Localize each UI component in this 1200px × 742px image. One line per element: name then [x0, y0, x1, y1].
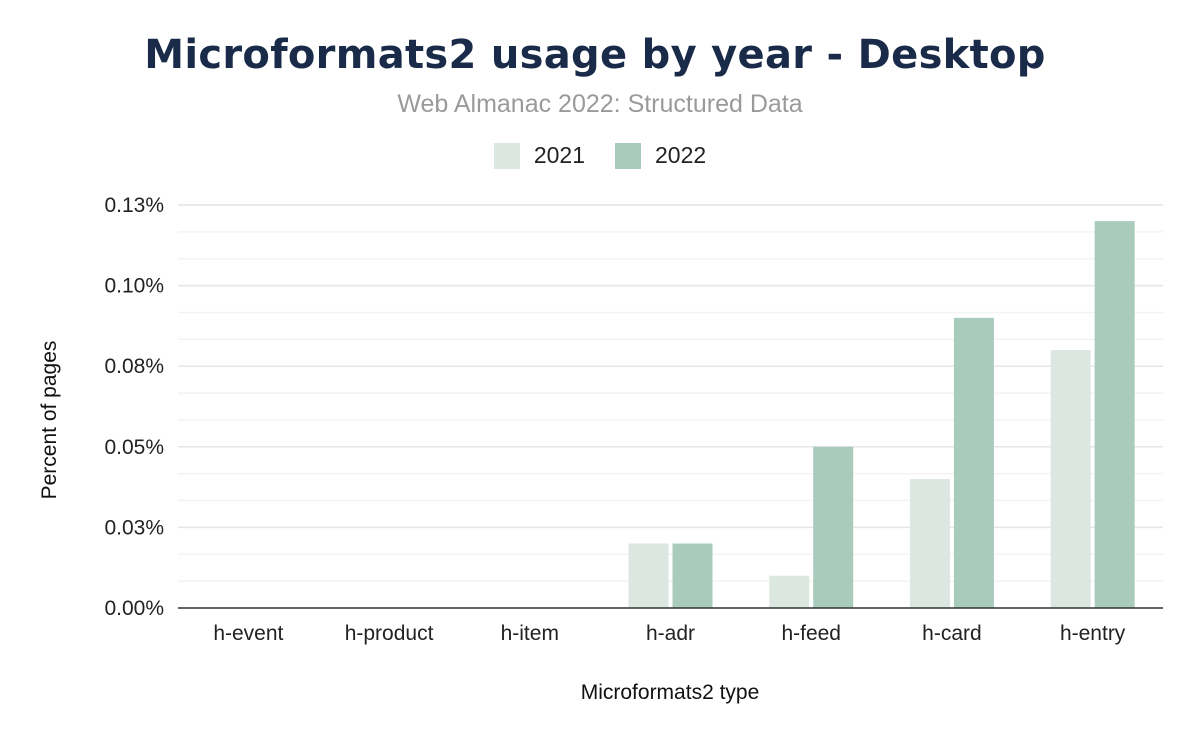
x-tick-label: h-event	[213, 622, 283, 645]
y-tick-label: 0.08%	[104, 355, 164, 378]
x-tick-label: h-card	[922, 622, 982, 645]
bar-h-adr-2022	[672, 543, 713, 608]
grid-lines	[178, 204, 1163, 609]
y-tick-label: 0.13%	[104, 194, 164, 217]
bar-h-feed-2022	[813, 446, 854, 608]
bar-h-adr-2021	[628, 543, 669, 608]
x-tick-label: h-product	[345, 622, 434, 645]
legend-label-2021: 2021	[533, 142, 585, 168]
bar-h-entry-2021	[1050, 350, 1091, 608]
chart-subtitle: Web Almanac 2022: Structured Data	[397, 90, 803, 118]
legend-item-2022: 2022	[615, 142, 706, 169]
x-tick-label: h-feed	[781, 622, 841, 645]
chart-title: Microformats2 usage by year - Desktop	[144, 32, 1046, 78]
bar-h-entry-2022	[1094, 221, 1135, 608]
y-tick-label: 0.10%	[104, 275, 164, 298]
y-tick-label: 0.05%	[104, 436, 164, 459]
legend-label-2022: 2022	[655, 142, 707, 168]
y-tick-label: 0.03%	[104, 516, 164, 539]
x-tick-label: h-item	[501, 622, 559, 645]
axes: 0.00% 0.03% 0.05% 0.08% 0.10% 0.13% h-event h-p…	[104, 194, 1163, 645]
legend-swatch-2021	[493, 142, 520, 169]
bar-h-feed-2021	[769, 575, 810, 608]
legend-item-2021: 2021	[493, 142, 585, 169]
y-axis-title: Percent of pages	[38, 341, 61, 500]
x-tick-label: h-entry	[1060, 622, 1126, 645]
bar-h-card-2022	[953, 317, 994, 608]
bars	[628, 221, 1135, 608]
chart-legend: 2021 2022	[0, 142, 1200, 169]
bar-h-card-2021	[909, 479, 950, 608]
x-axis-title: Microformats2 type	[581, 681, 760, 704]
y-tick-label: 0.00%	[104, 597, 164, 620]
legend-swatch-2022	[615, 142, 641, 169]
x-tick-label: h-adr	[646, 622, 695, 645]
